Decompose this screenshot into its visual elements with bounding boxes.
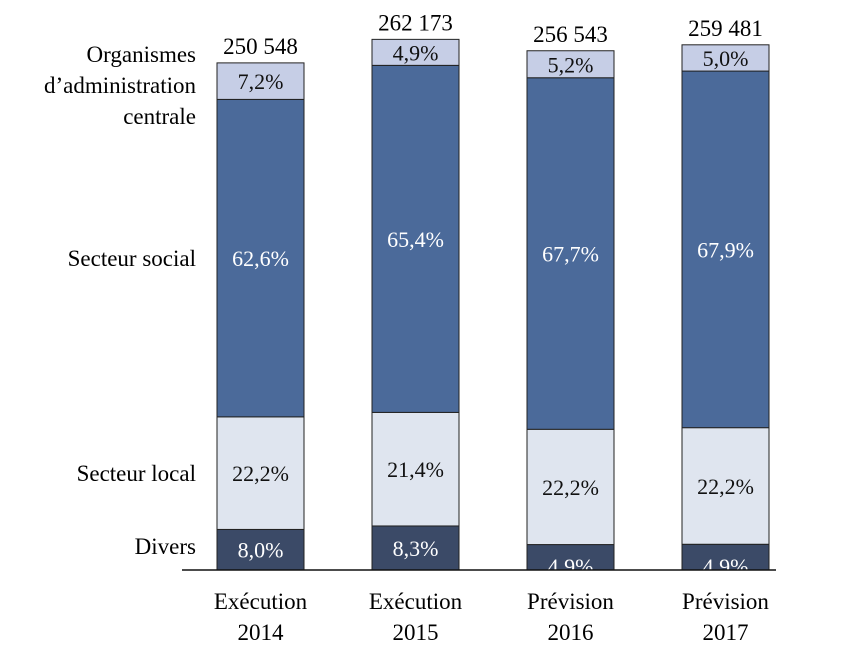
data-label: 8,0%	[238, 538, 284, 563]
bar-segment	[681, 44, 770, 72]
data-label: 4,9%	[548, 554, 594, 579]
x-tick-label: Prévision	[527, 589, 614, 614]
bar-segment	[526, 50, 615, 79]
series-label: Secteur local	[77, 461, 196, 486]
x-tick-label: 2017	[703, 620, 749, 645]
series-label: Secteur social	[68, 246, 196, 271]
series-label: Divers	[135, 534, 196, 559]
x-tick-label: 2014	[238, 620, 285, 645]
total-label: 262 173	[378, 10, 453, 35]
total-label: 256 543	[533, 22, 608, 47]
x-tick-label: 2015	[393, 620, 439, 645]
x-tick-label: 2016	[548, 620, 594, 645]
bar-segment	[216, 416, 305, 530]
bar-segment	[216, 62, 305, 100]
x-tick-label: Prévision	[682, 589, 769, 614]
data-label: 65,4%	[387, 227, 444, 252]
bar-segment	[371, 64, 460, 413]
data-label: 5,2%	[548, 52, 594, 77]
data-label: 5,0%	[703, 46, 749, 71]
data-label: 21,4%	[387, 457, 444, 482]
data-label: 4,9%	[393, 40, 439, 65]
total-label: 259 481	[688, 16, 763, 41]
series-label: Organismes	[87, 42, 197, 67]
bar-segment	[681, 70, 770, 429]
data-label: 22,2%	[542, 475, 599, 500]
bar-segment	[526, 77, 615, 430]
bar-segment	[371, 38, 460, 66]
total-label: 250 548	[223, 34, 298, 59]
bar-segment	[371, 411, 460, 527]
series-label: d’administration	[44, 73, 197, 98]
data-label: 67,9%	[697, 237, 754, 262]
data-label: 67,7%	[542, 242, 599, 267]
bar-segment	[216, 528, 305, 571]
x-tick-label: Exécution	[369, 589, 463, 614]
data-label: 62,6%	[232, 246, 289, 271]
data-label: 7,2%	[238, 69, 284, 94]
data-label: 8,3%	[393, 536, 439, 561]
data-label: 22,2%	[697, 474, 754, 499]
data-label: 22,2%	[232, 461, 289, 486]
series-label: centrale	[123, 104, 196, 129]
x-tick-label: Exécution	[214, 589, 308, 614]
bar-segment	[526, 428, 615, 546]
data-label: 4,9%	[703, 554, 749, 579]
